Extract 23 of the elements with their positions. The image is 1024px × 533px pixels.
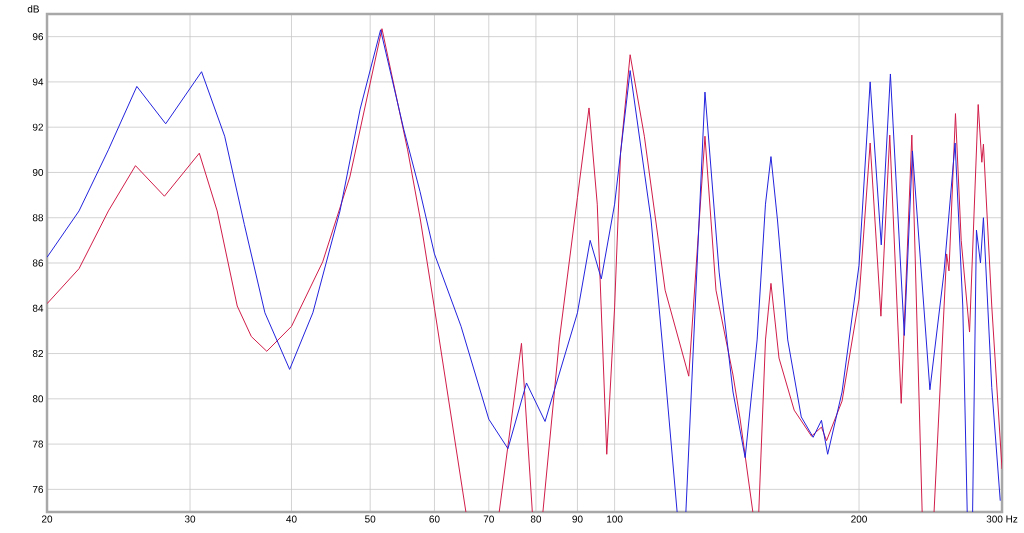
y-tick-label: 84 [32, 304, 44, 312]
y-tick-label: 94 [32, 78, 44, 86]
y-axis-title: dB [27, 5, 39, 13]
x-tick-label: 90 [572, 515, 583, 523]
x-tick-label: 80 [530, 515, 542, 523]
y-tick-label: 90 [32, 168, 44, 176]
x-tick-label: 300 Hz [986, 515, 1018, 523]
x-tick-label: 200 [851, 515, 867, 523]
y-tick-label: 78 [32, 440, 44, 448]
x-tick-label: 60 [429, 515, 440, 523]
y-tick-label: 88 [32, 214, 44, 222]
x-tick-label: 100 [607, 515, 623, 523]
y-tick-label: 86 [32, 259, 44, 267]
x-tick-label: 30 [184, 515, 196, 523]
x-tick-label: 70 [483, 515, 494, 523]
x-tick-label: 40 [286, 515, 297, 523]
y-tick-label: 80 [32, 395, 44, 403]
y-tick-label: 92 [32, 123, 43, 131]
x-tick-label: 50 [365, 515, 376, 523]
y-tick-label: 76 [32, 485, 44, 493]
y-tick-label: 96 [32, 33, 44, 41]
y-tick-label: 82 [32, 350, 43, 358]
x-tick-label: 20 [41, 515, 53, 523]
